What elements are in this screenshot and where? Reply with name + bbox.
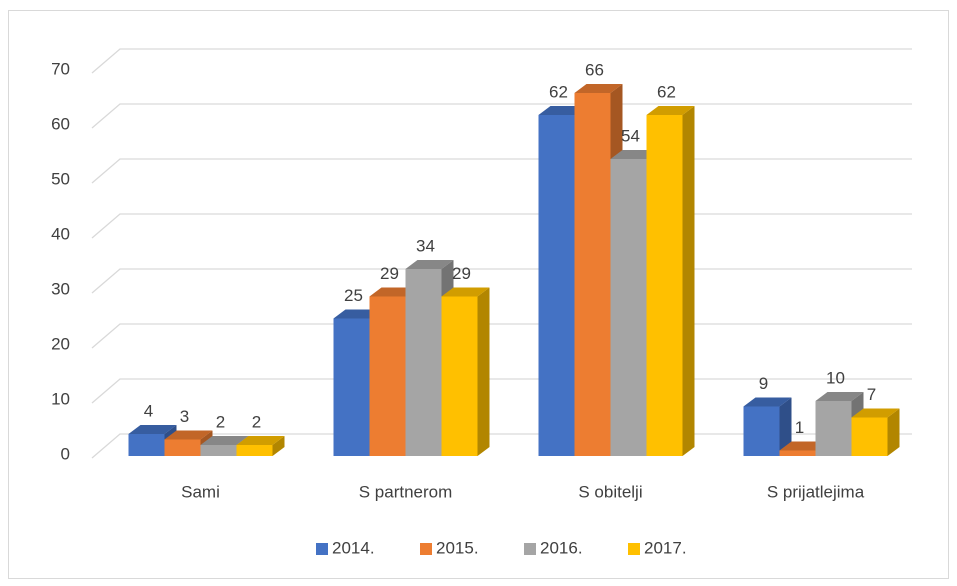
bar-face (333, 318, 370, 456)
bar-face (128, 434, 165, 456)
data-label: 1 (795, 418, 804, 437)
grid-line (91, 103, 912, 129)
data-label: 29 (452, 264, 471, 283)
bar-face (538, 115, 575, 456)
data-label: 29 (380, 264, 399, 283)
data-label: 4 (144, 401, 153, 420)
data-label: 62 (657, 82, 676, 101)
bar-face (646, 106, 695, 115)
y-tick-label: 70 (51, 59, 70, 78)
bar (236, 436, 285, 456)
bar-face (128, 425, 177, 434)
data-label: 7 (867, 385, 876, 404)
bar (646, 106, 695, 456)
data-label: 34 (416, 236, 435, 255)
data-label: 54 (621, 126, 640, 145)
data-label: 9 (759, 374, 768, 393)
bar-face (743, 397, 792, 407)
data-label: 66 (585, 60, 604, 79)
legend-swatch (628, 543, 640, 555)
grid-line (91, 48, 912, 74)
y-tick-label: 60 (51, 114, 70, 133)
legend-label: 2017. (644, 538, 687, 557)
bar-face (405, 260, 454, 269)
bar-face (779, 397, 792, 456)
legend-label: 2016. (540, 538, 583, 557)
data-label: 10 (826, 368, 845, 387)
bar-face (477, 287, 490, 456)
bar-face (200, 436, 249, 445)
legend-label: 2014. (332, 538, 375, 557)
x-tick-label: S prijatlejima (767, 482, 865, 501)
bar-face (610, 159, 647, 456)
data-label: 62 (549, 82, 568, 101)
y-tick-label: 30 (51, 279, 70, 298)
bar-face (887, 408, 900, 456)
bar-face (236, 445, 273, 456)
bar-face (815, 392, 864, 401)
bar-face (200, 436, 249, 445)
bar-face (272, 436, 285, 456)
bar-face (164, 430, 213, 440)
bar-face (887, 408, 900, 456)
y-tick-label: 50 (51, 169, 70, 188)
data-label: 25 (344, 286, 363, 305)
bar-face (236, 436, 285, 445)
y-tick-label: 0 (61, 444, 70, 463)
data-label: 2 (216, 412, 225, 431)
bar-face (369, 296, 406, 456)
legend-swatch (420, 543, 432, 555)
y-tick-label: 10 (51, 389, 70, 408)
bar-face (441, 287, 490, 297)
bar-face (441, 296, 478, 456)
bar-face (815, 392, 864, 401)
bar-face (851, 417, 888, 456)
bar-face (779, 450, 816, 456)
bar-face (646, 115, 683, 456)
legend-swatch (316, 543, 328, 555)
bar (441, 287, 490, 456)
bar-face (272, 436, 285, 456)
bar-face (779, 397, 792, 456)
y-tick-label: 20 (51, 334, 70, 353)
bar-face (441, 287, 490, 297)
bar-face (851, 408, 900, 418)
bar-face (574, 93, 611, 456)
data-label: 2 (252, 412, 261, 431)
bar-face (574, 84, 623, 93)
bar-face (743, 406, 780, 456)
bar-face (128, 425, 177, 434)
data-label: 3 (180, 407, 189, 426)
bar-face (200, 445, 237, 456)
bar (743, 397, 792, 456)
bar-face (574, 84, 623, 93)
bar-face (236, 436, 285, 445)
bar (851, 408, 900, 456)
bar-face (743, 397, 792, 407)
bar-face (405, 260, 454, 269)
bar-face (815, 401, 852, 456)
bar-face (477, 287, 490, 456)
x-tick-label: S obitelji (578, 482, 642, 501)
y-tick-label: 40 (51, 224, 70, 243)
bar-face (851, 408, 900, 418)
bar-face (405, 269, 442, 456)
legend-label: 2015. (436, 538, 479, 557)
bar-face (164, 439, 201, 456)
x-tick-label: S partnerom (359, 482, 453, 501)
bar-face (164, 430, 213, 440)
legend-swatch (524, 543, 536, 555)
bar-face (682, 106, 695, 456)
x-tick-label: Sami (181, 482, 220, 501)
bar-face (682, 106, 695, 456)
bar-face (646, 106, 695, 115)
